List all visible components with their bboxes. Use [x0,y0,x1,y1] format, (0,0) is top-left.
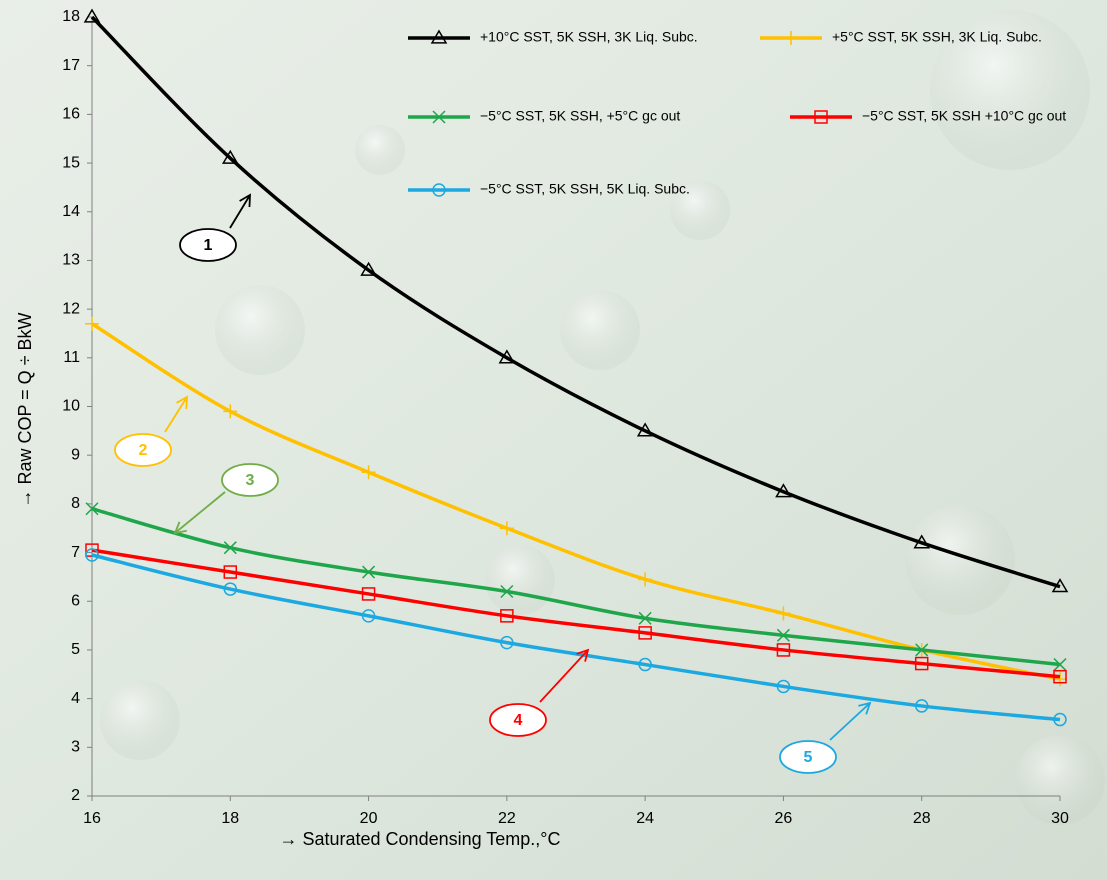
annotation-label: 5 [804,749,813,766]
y-tick-label: 12 [62,300,80,317]
y-tick-label: 8 [71,495,80,512]
annotation-label: 1 [204,237,213,254]
y-tick-label: 13 [62,252,80,269]
annotation-label: 3 [246,472,255,489]
legend-label: +10°C SST, 5K SSH, 3K Liq. Subc. [480,29,698,45]
legend-label: −5°C SST, 5K SSH, +5°C gc out [480,108,680,124]
y-tick-label: 5 [71,641,80,658]
y-tick-label: 14 [62,203,80,220]
annotation-label: 4 [514,712,523,729]
y-axis-title: → Raw COP = Q ÷ BkW [15,312,35,507]
y-tick-label: 7 [71,544,80,561]
y-tick-label: 3 [71,739,80,756]
y-tick-label: 2 [71,787,80,804]
legend-label: +5°C SST, 5K SSH, 3K Liq. Subc. [832,29,1042,45]
y-tick-label: 6 [71,592,80,609]
x-axis-title: → Saturated Condensing Temp.,°C [279,829,560,849]
x-tick-label: 22 [498,810,516,827]
x-tick-label: 28 [913,810,931,827]
x-tick-label: 16 [83,810,101,827]
x-tick-label: 18 [221,810,239,827]
annotation-label: 2 [139,442,148,459]
y-tick-label: 11 [63,349,80,366]
chart: → Saturated Condensing Temp.,°C → Raw CO… [0,0,1107,880]
x-tick-label: 20 [360,810,378,827]
x-tick-label: 24 [636,810,654,827]
legend-label: −5°C SST, 5K SSH, 5K Liq. Subc. [480,181,690,197]
y-tick-label: 16 [62,106,80,123]
y-tick-label: 17 [62,57,80,74]
y-tick-label: 18 [62,8,80,25]
x-tick-label: 30 [1051,810,1069,827]
legend-label: −5°C SST, 5K SSH +10°C gc out [862,108,1066,124]
y-tick-label: 15 [62,154,80,171]
x-tick-label: 26 [775,810,793,827]
y-tick-label: 4 [71,690,80,707]
y-tick-label: 9 [71,446,80,463]
y-tick-label: 10 [62,398,80,415]
